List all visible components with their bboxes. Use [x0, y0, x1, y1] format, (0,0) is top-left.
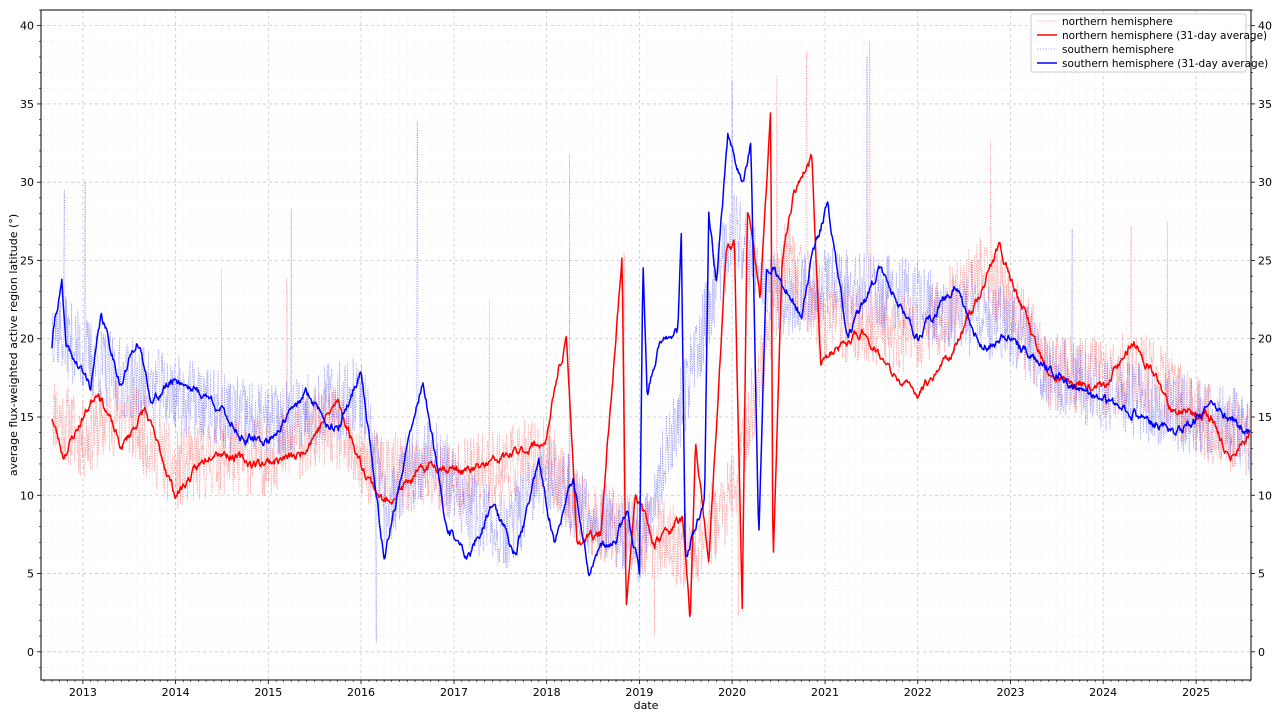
- y-tick-label-left: 10: [20, 489, 34, 502]
- y-tick-label-left: 40: [20, 20, 34, 33]
- legend-text-southern: southern hemisphere: [1062, 44, 1174, 56]
- legend: northern hemisphere northern hemisphere …: [1030, 13, 1268, 73]
- legend-box: [1030, 13, 1247, 73]
- x-tick-label: 2014: [162, 686, 190, 699]
- y-tick-label-right: 20: [1258, 333, 1272, 346]
- y-tick-label-right: 0: [1258, 646, 1265, 659]
- y-tick-label-right: 25: [1258, 254, 1272, 267]
- x-tick-label: 2025: [1182, 686, 1210, 699]
- x-tick-label: 2020: [718, 686, 746, 699]
- x-tick-label: 2013: [69, 686, 97, 699]
- x-tick-label: 2018: [533, 686, 561, 699]
- x-tick-label: 2015: [254, 686, 282, 699]
- x-tick-label: 2022: [904, 686, 932, 699]
- plot-frame: [40, 9, 1252, 681]
- y-tick-label-right: 35: [1258, 98, 1272, 111]
- y-tick-label-left: 20: [20, 333, 34, 346]
- legend-text-northern: northern hemisphere: [1062, 16, 1173, 28]
- y-tick-label-left: 30: [20, 176, 34, 189]
- y-tick-label-right: 30: [1258, 176, 1272, 189]
- x-tick-label: 2019: [625, 686, 653, 699]
- y-tick-label-left: 15: [20, 411, 34, 424]
- series-layer: [51, 41, 1251, 643]
- y-axis-label: average flux-weighted active region lati…: [7, 214, 20, 476]
- ticks-layer: 2013 2014 2015 2016 2017 2018 2019 2020 2021 2022…: [20, 9, 1272, 699]
- x-tick-label: 2023: [996, 686, 1024, 699]
- y-tick-label-right: 10: [1258, 489, 1272, 502]
- y-tick-label-left: 25: [20, 254, 34, 267]
- major-grid: [41, 10, 1251, 680]
- series-line-3: [51, 132, 1251, 577]
- y-tick-label-left: 0: [27, 646, 34, 659]
- minor-grid: [41, 9, 1251, 680]
- x-tick-label: 2024: [1089, 686, 1117, 699]
- y-tick-label-left: 5: [27, 568, 34, 581]
- legend-text-northern-avg: northern hemisphere (31-day average): [1062, 30, 1267, 42]
- y-tick-label-left: 35: [20, 98, 34, 111]
- series-line-1: [51, 112, 1251, 618]
- y-tick-label-right: 15: [1258, 411, 1272, 424]
- x-axis-label: date: [634, 699, 659, 712]
- legend-text-southern-avg: southern hemisphere (31-day average): [1062, 58, 1268, 70]
- y-tick-label-right: 40: [1258, 20, 1272, 33]
- series-line-0: [51, 41, 1251, 637]
- plot-area: [51, 41, 1251, 643]
- y-tick-label-right: 5: [1258, 568, 1265, 581]
- x-tick-label: 2016: [347, 686, 375, 699]
- x-tick-label: 2017: [440, 686, 468, 699]
- x-tick-label: 2021: [811, 686, 839, 699]
